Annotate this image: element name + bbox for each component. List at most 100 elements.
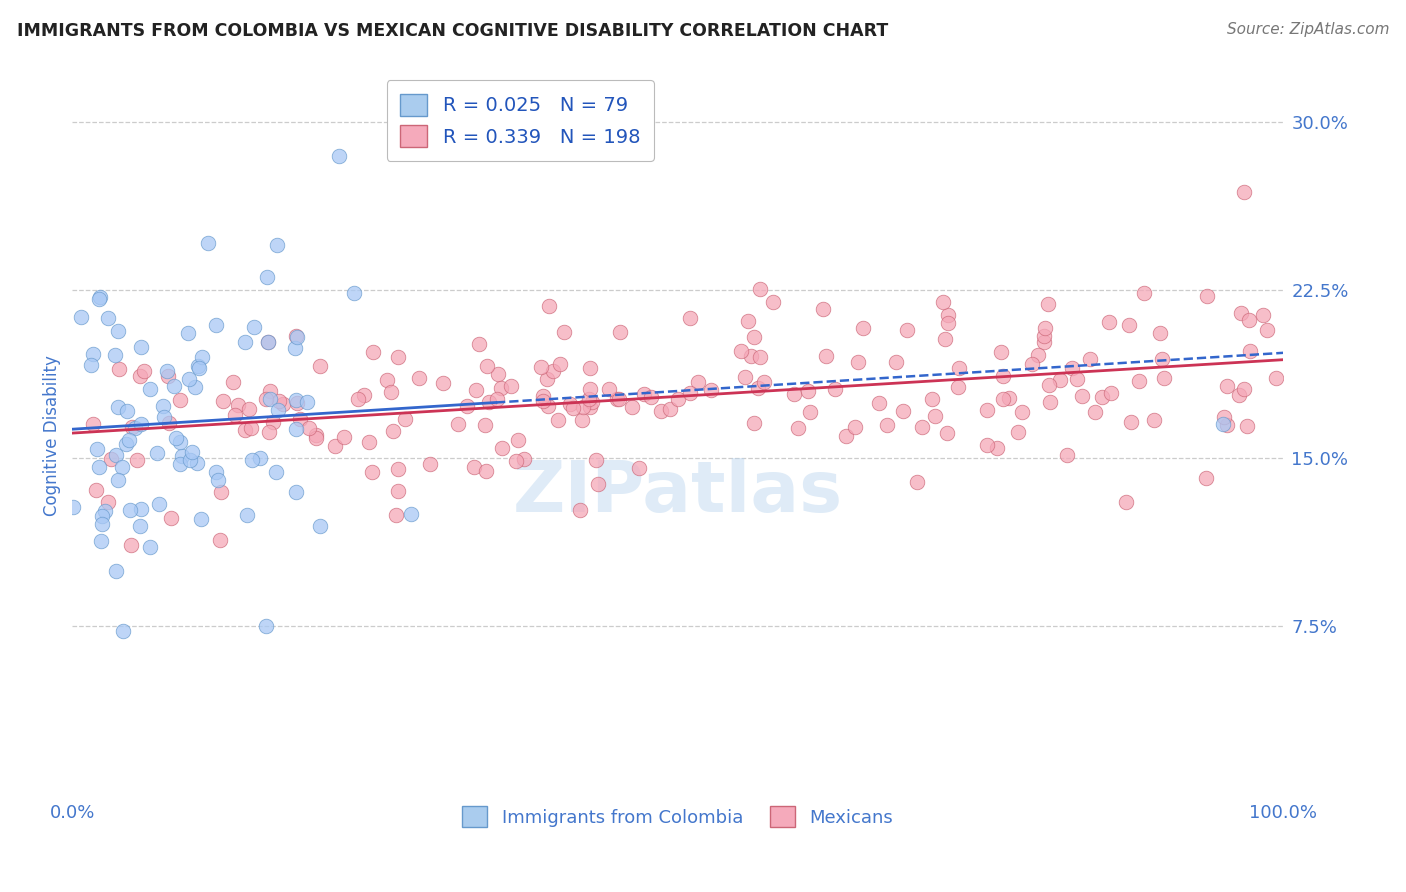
Point (226, 398, 249, 412)
Point (1233, 185, 1256, 199)
Point (235, 508, 257, 522)
Point (82, 417, 104, 431)
Point (152, 409, 174, 424)
Point (309, 519, 332, 533)
Point (475, 359, 498, 373)
Point (1099, 386, 1122, 401)
Point (1038, 377, 1060, 392)
Point (572, 401, 595, 415)
Point (456, 399, 478, 413)
Point (891, 404, 914, 418)
Point (262, 415, 284, 429)
Point (465, 383, 488, 397)
Point (1212, 417, 1234, 432)
Point (266, 465, 288, 479)
Point (553, 326, 575, 340)
Text: ZIPatlas: ZIPatlas (513, 458, 842, 527)
Point (744, 330, 766, 344)
Point (463, 459, 485, 474)
Point (204, 318, 226, 332)
Point (1195, 471, 1218, 485)
Point (1032, 334, 1054, 349)
Point (176, 326, 198, 340)
Point (921, 392, 943, 407)
Point (107, 324, 129, 338)
Point (1056, 448, 1078, 462)
Point (190, 512, 212, 526)
Point (1256, 323, 1278, 337)
Point (134, 364, 156, 378)
Point (1039, 395, 1062, 409)
Point (100, 452, 122, 467)
Point (474, 418, 496, 433)
Point (633, 386, 655, 401)
Point (1038, 297, 1060, 311)
Point (285, 485, 308, 500)
Point (513, 452, 536, 467)
Point (240, 452, 263, 467)
Point (948, 361, 970, 376)
Point (501, 379, 523, 393)
Point (156, 369, 179, 384)
Point (257, 425, 280, 440)
Point (1115, 495, 1137, 509)
Point (688, 376, 710, 390)
Point (97, 494, 120, 508)
Point (905, 475, 928, 489)
Point (936, 316, 959, 330)
Point (748, 282, 770, 296)
Legend: Immigrants from Colombia, Mexicans: Immigrants from Colombia, Mexicans (454, 799, 901, 834)
Point (531, 394, 554, 409)
Point (991, 392, 1014, 407)
Point (659, 402, 682, 417)
Point (377, 373, 399, 387)
Point (381, 425, 404, 439)
Point (172, 449, 194, 463)
Point (305, 428, 328, 442)
Point (737, 314, 759, 328)
Point (105, 448, 128, 462)
Point (394, 412, 416, 426)
Point (208, 533, 231, 548)
Point (284, 393, 307, 408)
Point (271, 397, 294, 411)
Point (211, 485, 233, 500)
Point (1049, 373, 1071, 387)
Point (606, 392, 628, 407)
Point (285, 396, 308, 410)
Point (1153, 371, 1175, 385)
Point (179, 453, 201, 467)
Point (152, 399, 174, 413)
Point (1149, 326, 1171, 340)
Point (740, 350, 762, 364)
Point (1128, 374, 1150, 388)
Point (797, 384, 820, 399)
Point (129, 502, 152, 516)
Point (254, 392, 277, 406)
Point (620, 400, 643, 414)
Point (1033, 321, 1056, 335)
Point (650, 404, 672, 418)
Point (107, 361, 129, 376)
Point (328, 149, 350, 163)
Point (561, 401, 583, 416)
Point (579, 382, 602, 396)
Point (467, 336, 489, 351)
Point (824, 382, 846, 396)
Point (103, 348, 125, 362)
Point (486, 367, 509, 381)
Point (588, 476, 610, 491)
Point (285, 330, 308, 344)
Point (844, 420, 866, 434)
Point (97, 310, 120, 325)
Point (163, 378, 186, 392)
Point (486, 392, 509, 407)
Point (598, 382, 620, 396)
Point (249, 450, 271, 465)
Point (787, 420, 810, 434)
Text: IMMIGRANTS FROM COLOMBIA VS MEXICAN COGNITIVE DISABILITY CORRELATION CHART: IMMIGRANTS FROM COLOMBIA VS MEXICAN COGN… (17, 22, 889, 40)
Point (1237, 313, 1260, 327)
Point (90, 533, 112, 548)
Point (976, 402, 998, 417)
Point (571, 413, 593, 427)
